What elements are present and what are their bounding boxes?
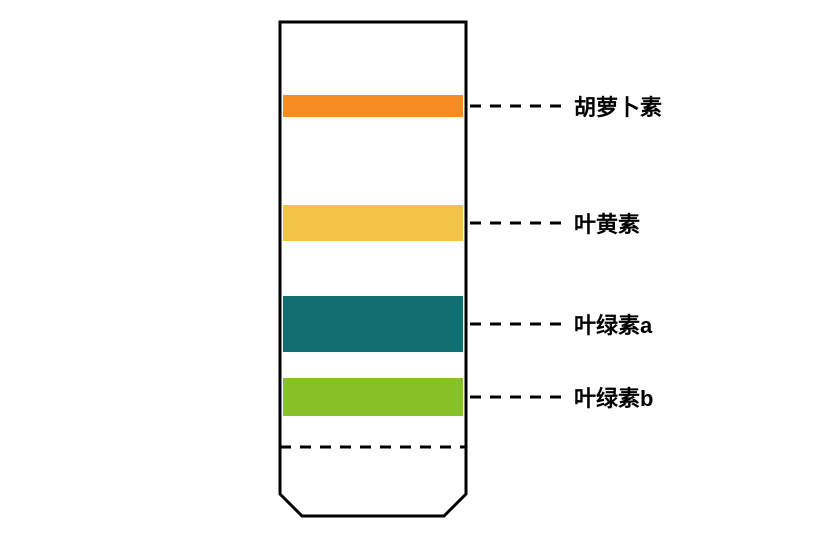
pigment-band xyxy=(283,378,463,416)
pigment-label: 叶黄素 xyxy=(574,207,640,239)
column-svg xyxy=(0,0,830,540)
pigment-band xyxy=(283,205,463,241)
pigment-label: 叶绿素a xyxy=(574,308,652,340)
pigment-label: 叶绿素b xyxy=(574,381,653,413)
pigment-label: 胡萝卜素 xyxy=(574,90,662,122)
chromatography-diagram: 胡萝卜素叶黄素叶绿素a 叶绿素b xyxy=(0,0,830,540)
pigment-band xyxy=(283,296,463,352)
pigment-band xyxy=(283,95,463,117)
